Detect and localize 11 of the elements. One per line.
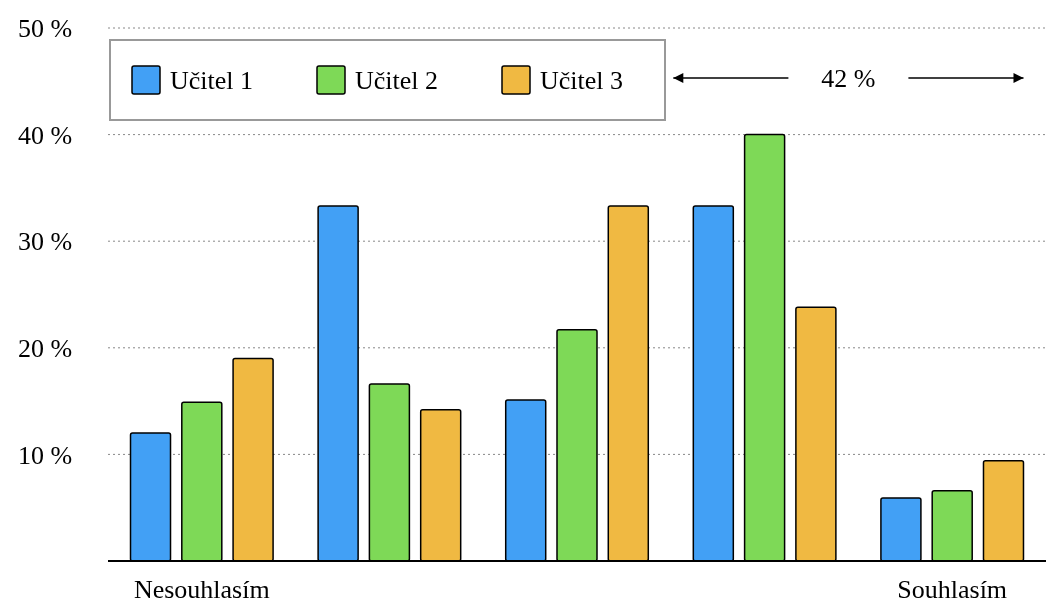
y-tick-label: 40 % [18,120,73,150]
legend-label: Učitel 3 [540,66,624,96]
x-tick-label: Nesouhlasím [133,575,270,604]
y-tick-label: 30 % [18,227,73,257]
y-tick-label: 10 % [18,440,73,470]
y-tick-label: 50 % [18,14,73,44]
annotation: 42 % [821,64,876,94]
legend-label: Učitel 2 [355,66,439,96]
x-tick-label: Souhlasím [897,575,1008,604]
y-tick-label: 20 % [18,333,73,363]
legend-label: Učitel 1 [170,66,254,96]
